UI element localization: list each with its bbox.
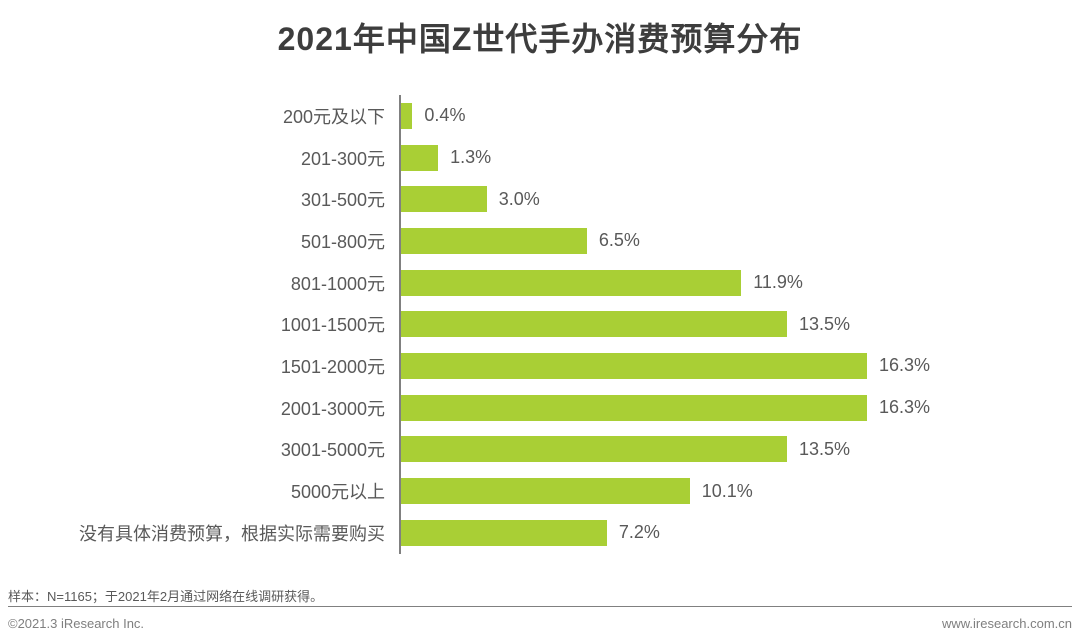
chart-row: 801-1000元 11.9% xyxy=(0,262,1080,304)
category-label: 801-1000元 xyxy=(290,273,385,294)
value-label: 3.0% xyxy=(498,188,540,209)
chart-row: 200元及以下 0.4% xyxy=(0,95,1080,137)
category-label: 3001-5000元 xyxy=(280,440,385,461)
value-label: 13.5% xyxy=(798,313,850,334)
footer-divider xyxy=(8,606,1072,607)
value-label: 6.5% xyxy=(598,230,640,251)
bar xyxy=(401,144,439,171)
bar xyxy=(401,102,413,129)
value-label: 7.2% xyxy=(618,522,660,543)
bar xyxy=(401,436,787,463)
chart-row: 501-800元 6.5% xyxy=(0,220,1080,262)
bar xyxy=(401,394,867,421)
chart-row: 3001-5000元 13.5% xyxy=(0,429,1080,471)
chart-row: 2001-3000元 16.3% xyxy=(0,387,1080,429)
value-label: 0.4% xyxy=(424,105,466,126)
chart-row: 1001-1500元 13.5% xyxy=(0,303,1080,345)
page-title: 2021年中国Z世代手办消费预算分布 xyxy=(277,21,803,57)
category-label: 201-300元 xyxy=(300,148,385,169)
category-label: 5000元以上 xyxy=(290,482,385,503)
value-label: 13.5% xyxy=(798,438,850,459)
bar xyxy=(401,269,742,296)
bar-chart: 200元及以下 0.4% 201-300元 1.3% 301-500元 3.0%… xyxy=(0,95,1080,554)
chart-row: 没有具体消费预算，根据实际需要购买 7.2% xyxy=(0,512,1080,554)
category-label: 200元及以下 xyxy=(282,106,385,127)
value-label: 16.3% xyxy=(879,397,931,418)
category-label: 没有具体消费预算，根据实际需要购买 xyxy=(79,523,385,544)
website-text: www.iresearch.com.cn xyxy=(941,616,1072,631)
value-label: 16.3% xyxy=(879,355,931,376)
chart-row: 301-500元 3.0% xyxy=(0,178,1080,220)
value-label: 1.3% xyxy=(450,147,492,168)
value-label: 11.9% xyxy=(753,272,803,293)
chart-rows: 200元及以下 0.4% 201-300元 1.3% 301-500元 3.0%… xyxy=(0,95,1080,554)
bar xyxy=(401,186,487,213)
category-label: 501-800元 xyxy=(300,231,385,252)
chart-row: 201-300元 1.3% xyxy=(0,137,1080,179)
bar xyxy=(401,227,587,254)
category-label: 301-500元 xyxy=(300,190,385,211)
category-label: 1501-2000元 xyxy=(280,356,385,377)
chart-row: 5000元以上 10.1% xyxy=(0,470,1080,512)
bar xyxy=(401,519,607,546)
bar xyxy=(401,311,787,338)
y-axis-line xyxy=(399,95,401,554)
bar xyxy=(401,352,867,379)
value-label: 10.1% xyxy=(701,480,753,501)
chart-row: 1501-2000元 16.3% xyxy=(0,345,1080,387)
category-label: 1001-1500元 xyxy=(280,315,385,336)
sample-note: 样本：N=1165；于2021年2月通过网络在线调研获得。 xyxy=(8,589,324,604)
category-label: 2001-3000元 xyxy=(280,398,385,419)
copyright-text: ©2021.3 iResearch Inc. xyxy=(8,616,145,631)
bar xyxy=(401,478,690,505)
